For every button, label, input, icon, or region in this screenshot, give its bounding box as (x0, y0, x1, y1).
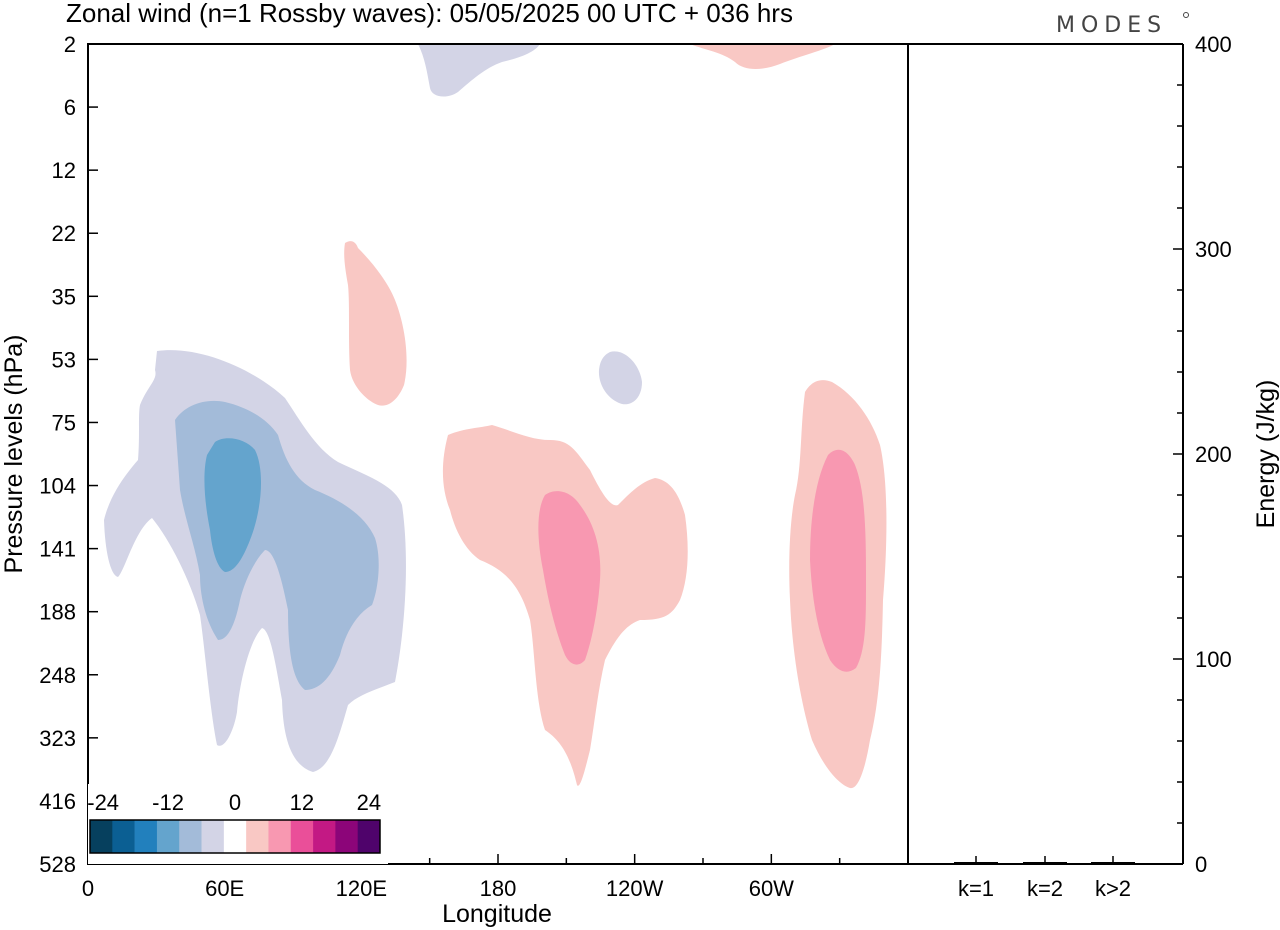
colorbar-swatch (134, 820, 158, 853)
colorbar-swatch (268, 820, 292, 853)
energy-tick-label: 200 (1195, 442, 1232, 467)
energy-category-label: k>2 (1095, 876, 1131, 901)
contour-field (104, 44, 887, 789)
colorbar-label: 24 (357, 790, 381, 815)
x-tick-label: 60E (205, 876, 244, 901)
x-tick-label: 0 (82, 876, 94, 901)
energy-axis-label: Energy (J/kg) (1252, 380, 1280, 529)
contour-small-blue (598, 351, 642, 405)
contour-pink-center-inner (538, 491, 601, 665)
contour-top-pink (690, 44, 835, 69)
colorbar-swatch (179, 820, 202, 853)
y-axis-ticks: 2 6 12 22 35 53 75 104 141 188 248 323 416 528 (39, 32, 98, 877)
y-tick-label: 416 (39, 789, 76, 814)
colorbar-swatch (313, 820, 336, 853)
energy-panel: 0 100 200 300 400 k=1 k=2 k>2 Energy (J/kg) (908, 32, 1280, 901)
x-tick-label: 120W (606, 876, 664, 901)
chart-title: Zonal wind (n=1 Rossby waves): 05/05/202… (66, 0, 793, 28)
x-tick-label: 120E (336, 876, 387, 901)
colorbar-swatch (112, 820, 135, 853)
y-tick-label: 248 (39, 663, 76, 688)
colorbar-swatch (335, 820, 358, 853)
energy-category-labels: k=1 k=2 k>2 (958, 856, 1131, 901)
modes-logo: MODES (1056, 13, 1167, 38)
y-axis-label: Pressure levels (hPa) (0, 335, 28, 574)
colorbar: -24 -12 0 12 24 (87, 784, 388, 864)
colorbar-swatch (357, 820, 381, 853)
energy-axis-ticks: 0 100 200 300 400 (1173, 32, 1232, 877)
y-tick-label: 104 (39, 474, 76, 499)
colorbar-label: 0 (229, 790, 241, 815)
energy-tick-label: 0 (1195, 852, 1207, 877)
colorbar-label: 12 (290, 790, 314, 815)
y-tick-label: 528 (39, 852, 76, 877)
colorbar-swatch (246, 820, 269, 853)
x-tick-label: 60W (749, 876, 794, 901)
colorbar-swatch (223, 820, 247, 853)
contour-blue-inner (204, 438, 262, 572)
colorbar-outline (89, 819, 381, 854)
y-tick-label: 188 (39, 600, 76, 625)
y-tick-label: 53 (52, 347, 76, 372)
contour-pink-right-inner (810, 449, 866, 672)
colorbar-label: -24 (87, 790, 119, 815)
y-tick-label: 2 (64, 32, 76, 57)
energy-tick-label: 400 (1195, 32, 1232, 57)
logo-registered-mark (1183, 12, 1189, 18)
colorbar-swatch (156, 820, 180, 853)
y-tick-label: 6 (64, 95, 76, 120)
colorbar-swatch (90, 820, 113, 853)
y-tick-label: 75 (52, 410, 76, 435)
x-axis-ticks: 0 60E 120E 180 120W 60W (82, 854, 909, 901)
colorbar-swatch (290, 820, 314, 853)
energy-category-label: k=1 (958, 876, 994, 901)
x-axis-label: Longitude (442, 900, 552, 928)
energy-tick-label: 300 (1195, 237, 1232, 262)
colorbar-swatch (201, 820, 225, 853)
energy-tick-label: 100 (1195, 647, 1232, 672)
y-tick-label: 12 (52, 158, 76, 183)
colorbar-swatches (89, 819, 381, 854)
colorbar-labels: -24 -12 0 12 24 (87, 790, 381, 815)
y-tick-label: 141 (39, 537, 76, 562)
contour-top-blue (418, 44, 540, 97)
energy-category-label: k=2 (1027, 876, 1063, 901)
y-tick-label: 22 (52, 221, 76, 246)
colorbar-label: -12 (152, 790, 184, 815)
contour-pink-tongue (344, 241, 407, 406)
y-tick-label: 35 (52, 284, 76, 309)
x-tick-label: 180 (480, 876, 517, 901)
y-tick-label: 323 (39, 726, 76, 751)
